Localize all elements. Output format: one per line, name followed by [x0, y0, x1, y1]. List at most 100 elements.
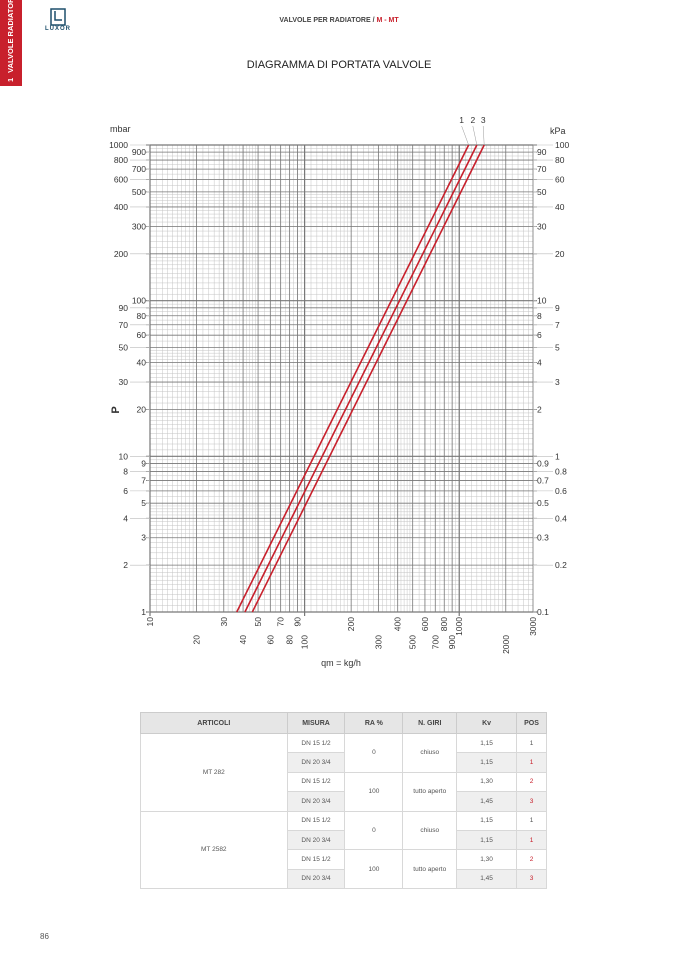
y-tick-label-left: 8: [123, 466, 128, 476]
series-line-3: [251, 144, 485, 613]
pos-cell: 1: [516, 810, 547, 831]
series-line-1: [236, 144, 470, 613]
column-header: Kv: [456, 712, 518, 734]
y-tick-label-left: 40: [137, 358, 147, 368]
x-tick-label: 90: [293, 617, 303, 627]
giri-cell: tutto aperto: [402, 771, 458, 812]
misura-cell: DN 20 3/4: [286, 868, 346, 890]
column-header: N. GIRI: [402, 712, 458, 734]
y-tick-label-right: 40: [555, 202, 565, 212]
y-tick-label-right: 0.4: [555, 513, 567, 523]
x-tick-label: 80: [285, 635, 295, 645]
y-tick-label-right: 6: [537, 330, 542, 340]
pos-cell: 1: [516, 829, 547, 851]
kv-cell: 1,15: [456, 810, 518, 831]
pos-cell: 1: [516, 752, 547, 773]
y-tick-label-right: 4: [537, 358, 542, 368]
x-tick-label: 500: [408, 635, 418, 649]
series-label-2: 2: [470, 115, 475, 125]
page-header: VALVOLE PER RADIATORE / M - MT: [0, 17, 678, 24]
table-row: DN 15 1/2 100 tutto aperto 1,30 2: [141, 771, 547, 812]
misura-cell: DN 15 1/2: [286, 732, 346, 754]
x-tick-label: 100: [300, 635, 310, 649]
y-tick-label-left: 3: [141, 533, 146, 543]
y-tick-label-right: 2: [537, 404, 542, 414]
y-tick-label-left: 2: [123, 560, 128, 570]
ra-cell: 0: [344, 810, 404, 851]
kv-cell: 1,45: [456, 791, 518, 812]
ra-cell: 100: [344, 771, 404, 812]
kv-cell: 1,30: [456, 771, 518, 793]
y-tick-label-right: 0.2: [555, 560, 567, 570]
x-tick-label: 800: [439, 617, 449, 631]
y-axis-label: P: [110, 406, 122, 413]
kv-cell: 1,30: [456, 849, 518, 870]
luxor-logo: LUXOR: [40, 8, 76, 32]
series-leader-2: [472, 125, 478, 146]
y-tick-label-left: 5: [141, 498, 146, 508]
y-tick-label-left: 7: [141, 475, 146, 485]
table-row: MT 2582 DN 15 1/2 0 chiuso 1,15 1: [140, 810, 547, 890]
y-tick-label-left: 700: [132, 164, 146, 174]
x-tick-label: 50: [253, 617, 263, 627]
y-tick-label-left: 1: [141, 607, 146, 617]
y-tick-label-left: 10: [119, 451, 129, 461]
misura-cell: DN 15 1/2: [286, 771, 346, 793]
pos-cell: 2: [516, 771, 547, 793]
x-tick-label: 10: [145, 617, 155, 627]
pos-cell: 3: [516, 868, 547, 890]
y-tick-label-right: 10: [537, 296, 547, 306]
pos-cell: 2: [516, 849, 547, 870]
y-unit-right: kPa: [550, 126, 566, 136]
articolo-cell: MT 282: [140, 733, 288, 812]
y-tick-label-left: 4: [123, 513, 128, 523]
y-tick-label-right: 0.7: [537, 475, 549, 485]
y-tick-label-right: 0.3: [537, 533, 549, 543]
series-leader-1: [461, 125, 469, 146]
section-tab[interactable]: 1VALVOLE RADIATORE: [0, 0, 22, 86]
page-title: DIAGRAMMA DI PORTATA VALVOLE: [246, 59, 432, 71]
y-tick-label-left: 60: [137, 330, 147, 340]
x-tick-label: 70: [276, 617, 286, 627]
y-tick-label-left: 6: [123, 486, 128, 496]
y-tick-label-right: 0.9: [537, 458, 549, 468]
y-tick-label-right: 90: [537, 147, 547, 157]
y-tick-label-right: 9: [555, 303, 560, 313]
column-header: MISURA: [286, 712, 346, 734]
y-tick-label-right: 1: [555, 451, 560, 461]
column-header: POS: [516, 712, 547, 734]
y-tick-label-left: 100: [132, 296, 146, 306]
table-row: DN 15 1/2 100 tutto aperto 1,30 2: [141, 849, 547, 890]
x-tick-label: 60: [265, 635, 275, 645]
giri-cell: chiuso: [402, 810, 458, 851]
y-tick-label-right: 0.6: [555, 486, 567, 496]
y-tick-label-left: 30: [119, 377, 129, 387]
kv-cell: 1,15: [456, 752, 518, 773]
y-tick-label-right: 100: [555, 140, 569, 150]
table-header-row: ARTICOLI MISURA RA % N. GIRI Kv POS: [140, 712, 547, 734]
column-header: ARTICOLI: [140, 712, 288, 734]
y-tick-label-left: 50: [119, 343, 129, 353]
y-tick-label-right: 5: [555, 343, 560, 353]
x-tick-label: 2000: [501, 635, 511, 654]
y-tick-label-right: 80: [555, 155, 565, 165]
header-section: VALVOLE PER RADIATORE /: [279, 17, 377, 24]
table-row: DN 20 3/4 1,15 1: [141, 829, 547, 851]
misura-cell: DN 15 1/2: [286, 849, 346, 870]
valve-table: ARTICOLI MISURA RA % N. GIRI Kv POS MT 282 DN …: [140, 712, 547, 890]
y-tick-label-left: 300: [132, 221, 146, 231]
y-tick-label-left: 500: [132, 187, 146, 197]
series-leader-3: [482, 125, 485, 146]
x-tick-label: 400: [393, 617, 403, 631]
x-tick-label: 900: [447, 635, 457, 649]
x-tick-label: 600: [420, 617, 430, 631]
table-row: DN 20 3/4 1,45 3: [141, 791, 547, 812]
y-tick-label-left: 70: [119, 320, 129, 330]
misura-cell: DN 15 1/2: [286, 810, 346, 831]
misura-cell: DN 20 3/4: [286, 752, 346, 773]
y-tick-label-left: 9: [141, 458, 146, 468]
series-label-1: 1: [459, 115, 464, 125]
column-header: RA %: [344, 712, 404, 734]
misura-cell: DN 20 3/4: [286, 791, 346, 812]
y-tick-label-left: 600: [114, 175, 128, 185]
